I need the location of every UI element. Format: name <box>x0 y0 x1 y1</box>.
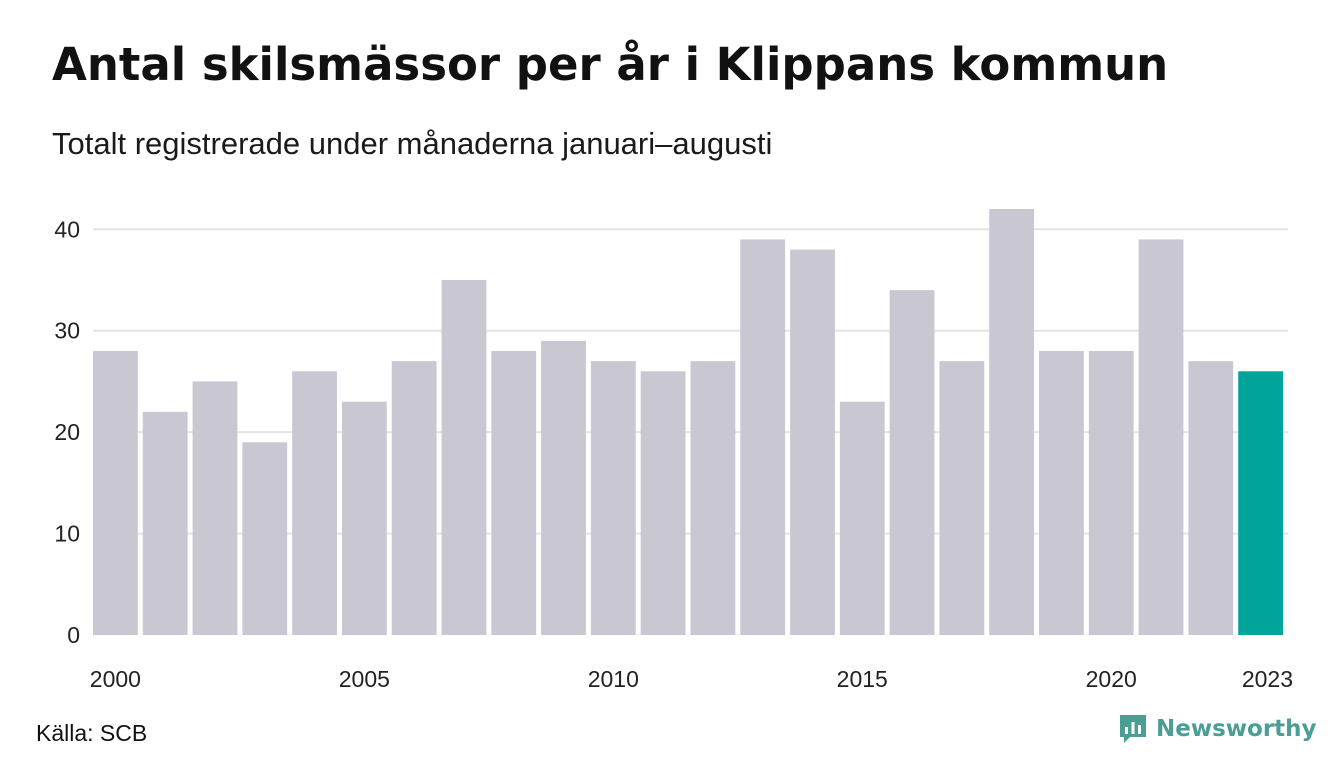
bar-2020 <box>1088 351 1134 635</box>
brand-logo[interactable]: Newsworthy <box>1118 713 1317 745</box>
bar-2007 <box>441 280 487 635</box>
bar-2013 <box>740 239 786 635</box>
x-tick-label: 2020 <box>1086 666 1137 692</box>
x-tick-label: 2000 <box>90 666 141 692</box>
bar-2023 <box>1238 371 1283 635</box>
bar-2021 <box>1138 239 1184 635</box>
bar-2009 <box>541 340 586 635</box>
bar-chart: 0 10 20 30 40 2000 2005 2010 2015 2020 2023 <box>54 209 1293 692</box>
bar-2000 <box>93 351 138 635</box>
y-tick-label: 20 <box>54 419 80 445</box>
bar-2019 <box>1039 351 1084 635</box>
bar-2006 <box>391 361 437 635</box>
bar-2008 <box>491 351 537 635</box>
bar-2015 <box>839 401 885 635</box>
bar-2014 <box>790 249 835 635</box>
bars <box>93 209 1283 635</box>
bar-2010 <box>590 361 636 635</box>
y-tick-label: 0 <box>67 622 80 648</box>
y-tick-label: 40 <box>54 216 80 242</box>
y-tick-label: 10 <box>54 521 80 547</box>
x-tick-label: 2005 <box>339 666 390 692</box>
chart-title: Antal skilsmässor per år i Klippans komm… <box>52 38 1169 91</box>
brand-name: Newsworthy <box>1156 716 1317 742</box>
bar-2003 <box>242 442 288 635</box>
bar-2017 <box>939 361 985 635</box>
bar-2002 <box>192 381 238 635</box>
bar-2011 <box>640 371 686 635</box>
bar-2005 <box>341 401 387 635</box>
x-tick-label: 2023 <box>1242 666 1293 692</box>
chart-subtitle: Totalt registrerade under månaderna janu… <box>52 126 773 161</box>
x-tick-label: 2010 <box>588 666 639 692</box>
newsworthy-logo-icon <box>1120 715 1146 743</box>
bar-2012 <box>690 361 736 635</box>
bar-2016 <box>889 290 935 635</box>
y-axis-ticks: 0 10 20 30 40 <box>54 216 80 648</box>
bar-2022 <box>1188 361 1234 635</box>
bar-2004 <box>292 371 337 635</box>
y-tick-label: 30 <box>54 318 80 344</box>
source-note: Källa: SCB <box>36 720 148 746</box>
x-axis-ticks: 2000 2005 2010 2015 2020 2023 <box>90 666 1293 692</box>
bar-2001 <box>142 411 188 635</box>
x-tick-label: 2015 <box>837 666 888 692</box>
bar-2018 <box>989 209 1035 635</box>
